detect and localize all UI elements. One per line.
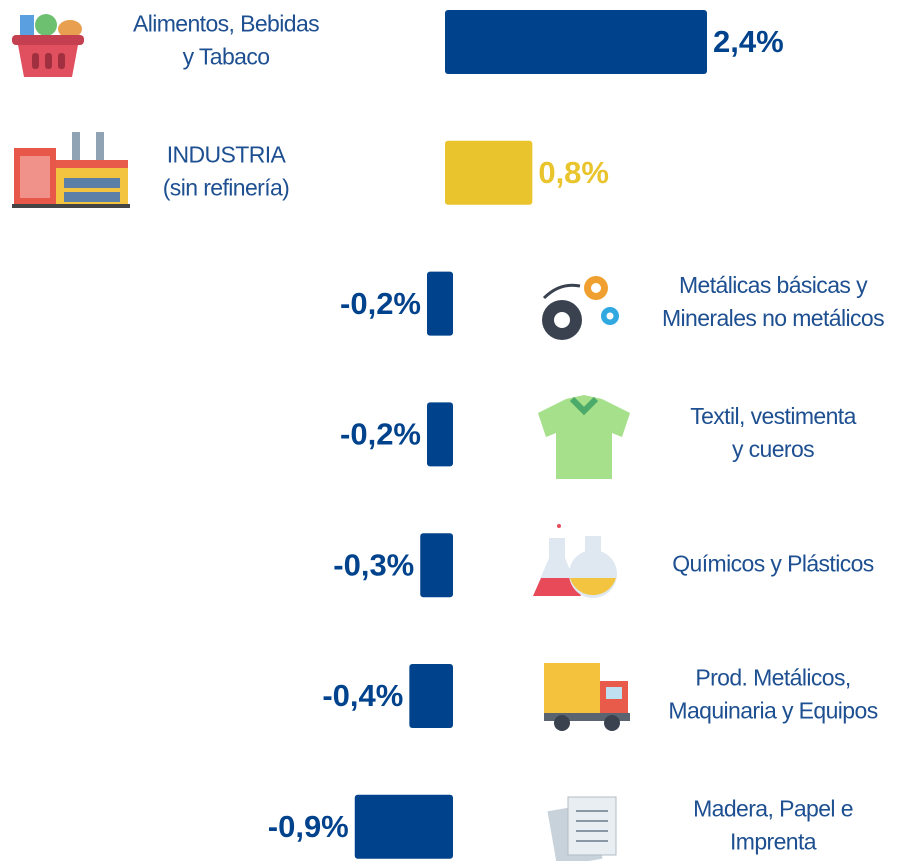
bar xyxy=(427,271,453,336)
bar xyxy=(354,794,453,859)
value-label: -0,4% xyxy=(322,678,403,713)
value-label: -0,2% xyxy=(340,286,421,321)
bar xyxy=(445,10,707,74)
bar xyxy=(445,140,533,205)
value-label: -0,9% xyxy=(268,809,349,844)
category-label: Minerales no metálicos xyxy=(662,305,884,331)
category-label: Alimentos, Bebidas xyxy=(133,11,319,37)
category-label: INDUSTRIA xyxy=(167,141,287,167)
category-label: Textil, vestimenta xyxy=(690,403,856,429)
bar xyxy=(427,402,453,467)
bar xyxy=(409,664,453,728)
bar xyxy=(420,533,453,598)
truck-icon xyxy=(544,663,630,731)
value-label: -0,2% xyxy=(340,417,421,452)
value-label: 0,8% xyxy=(538,155,609,190)
category-label: Metálicas básicas y xyxy=(679,272,868,298)
category-label: y cueros xyxy=(732,436,814,462)
value-label: -0,3% xyxy=(333,547,414,582)
gears-icon xyxy=(542,276,619,340)
basket-icon xyxy=(12,14,84,77)
papers-icon xyxy=(547,796,617,861)
category-label: Maquinaria y Equipos xyxy=(668,698,877,724)
flasks-icon xyxy=(533,524,617,598)
category-label: Químicos y Plásticos xyxy=(672,550,874,576)
shirt-icon xyxy=(538,395,630,479)
value-label: 2,4% xyxy=(713,24,784,59)
category-label: (sin refinería) xyxy=(163,174,290,200)
category-label: Prod. Metálicos, xyxy=(695,665,850,691)
category-label: Imprenta xyxy=(730,828,817,854)
category-label: Madera, Papel e xyxy=(693,795,853,821)
category-label: y Tabaco xyxy=(183,44,270,70)
factory-icon xyxy=(12,132,130,208)
